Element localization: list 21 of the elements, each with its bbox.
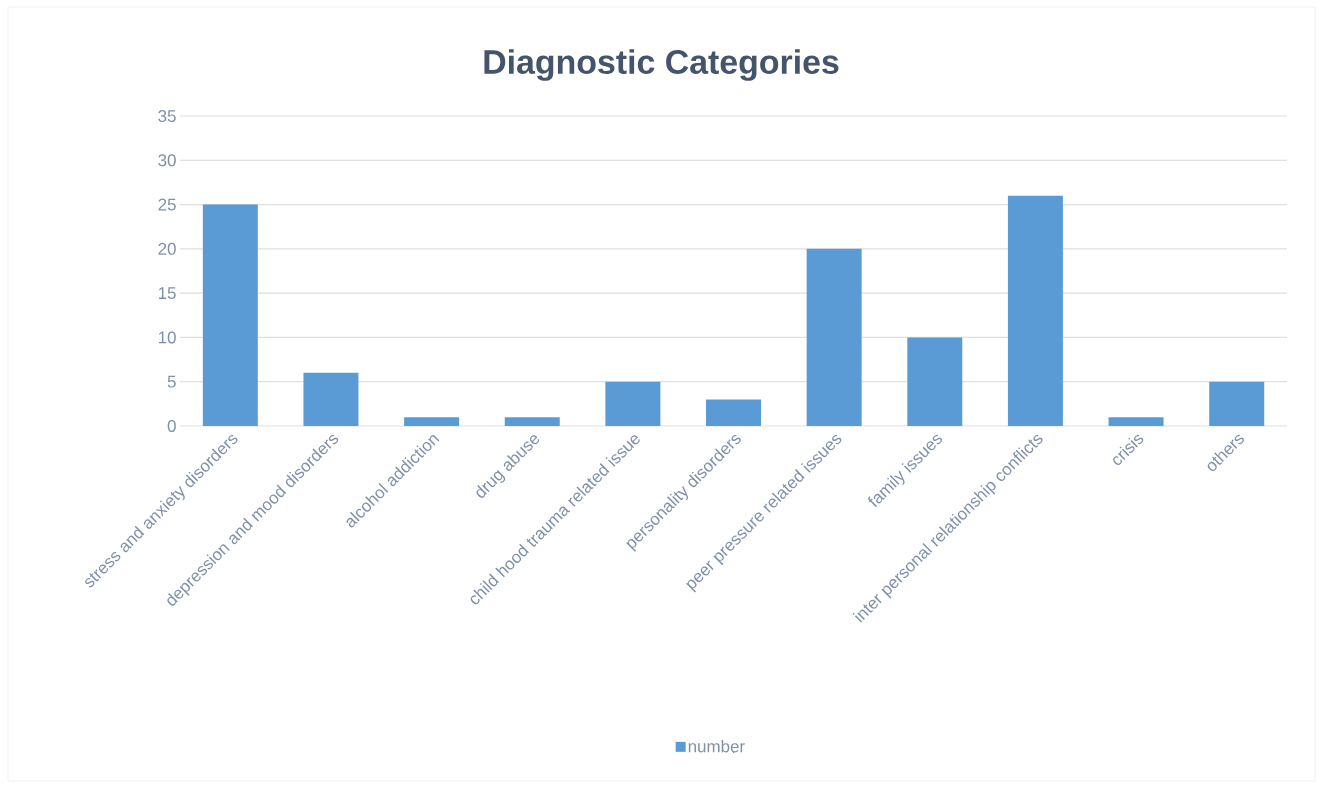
bar [504, 417, 560, 426]
bar [404, 417, 460, 426]
bar [806, 248, 862, 426]
bar [605, 381, 661, 426]
bar [1209, 381, 1265, 426]
y-tick-label: 10 [158, 331, 176, 344]
y-tick-label: 15 [158, 287, 176, 300]
y-tick-label: 20 [158, 242, 176, 255]
y-tick-label: 25 [158, 198, 176, 211]
bar [706, 399, 762, 426]
bar [1108, 417, 1164, 426]
bar [202, 204, 258, 426]
bar [303, 372, 359, 426]
bar [907, 337, 963, 426]
y-tick-label: 35 [158, 109, 176, 122]
chart-title: Diagnostic Categories [484, 49, 839, 81]
legend-label: number [688, 739, 745, 753]
y-tick-label: 5 [167, 375, 176, 388]
y-tick-label: 0 [167, 420, 176, 432]
bar [1007, 195, 1063, 426]
y-tick-label: 30 [158, 154, 176, 167]
